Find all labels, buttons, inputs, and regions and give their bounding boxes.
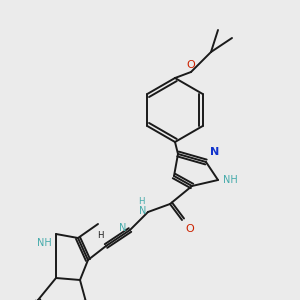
Text: NH: NH xyxy=(37,238,52,248)
Text: O: O xyxy=(187,60,195,70)
Text: O: O xyxy=(185,224,194,234)
Text: H: H xyxy=(139,197,145,206)
Text: H: H xyxy=(98,231,104,240)
Text: NH: NH xyxy=(223,175,238,185)
Text: N: N xyxy=(139,206,146,216)
Text: N: N xyxy=(118,223,126,233)
Text: N: N xyxy=(210,147,219,157)
